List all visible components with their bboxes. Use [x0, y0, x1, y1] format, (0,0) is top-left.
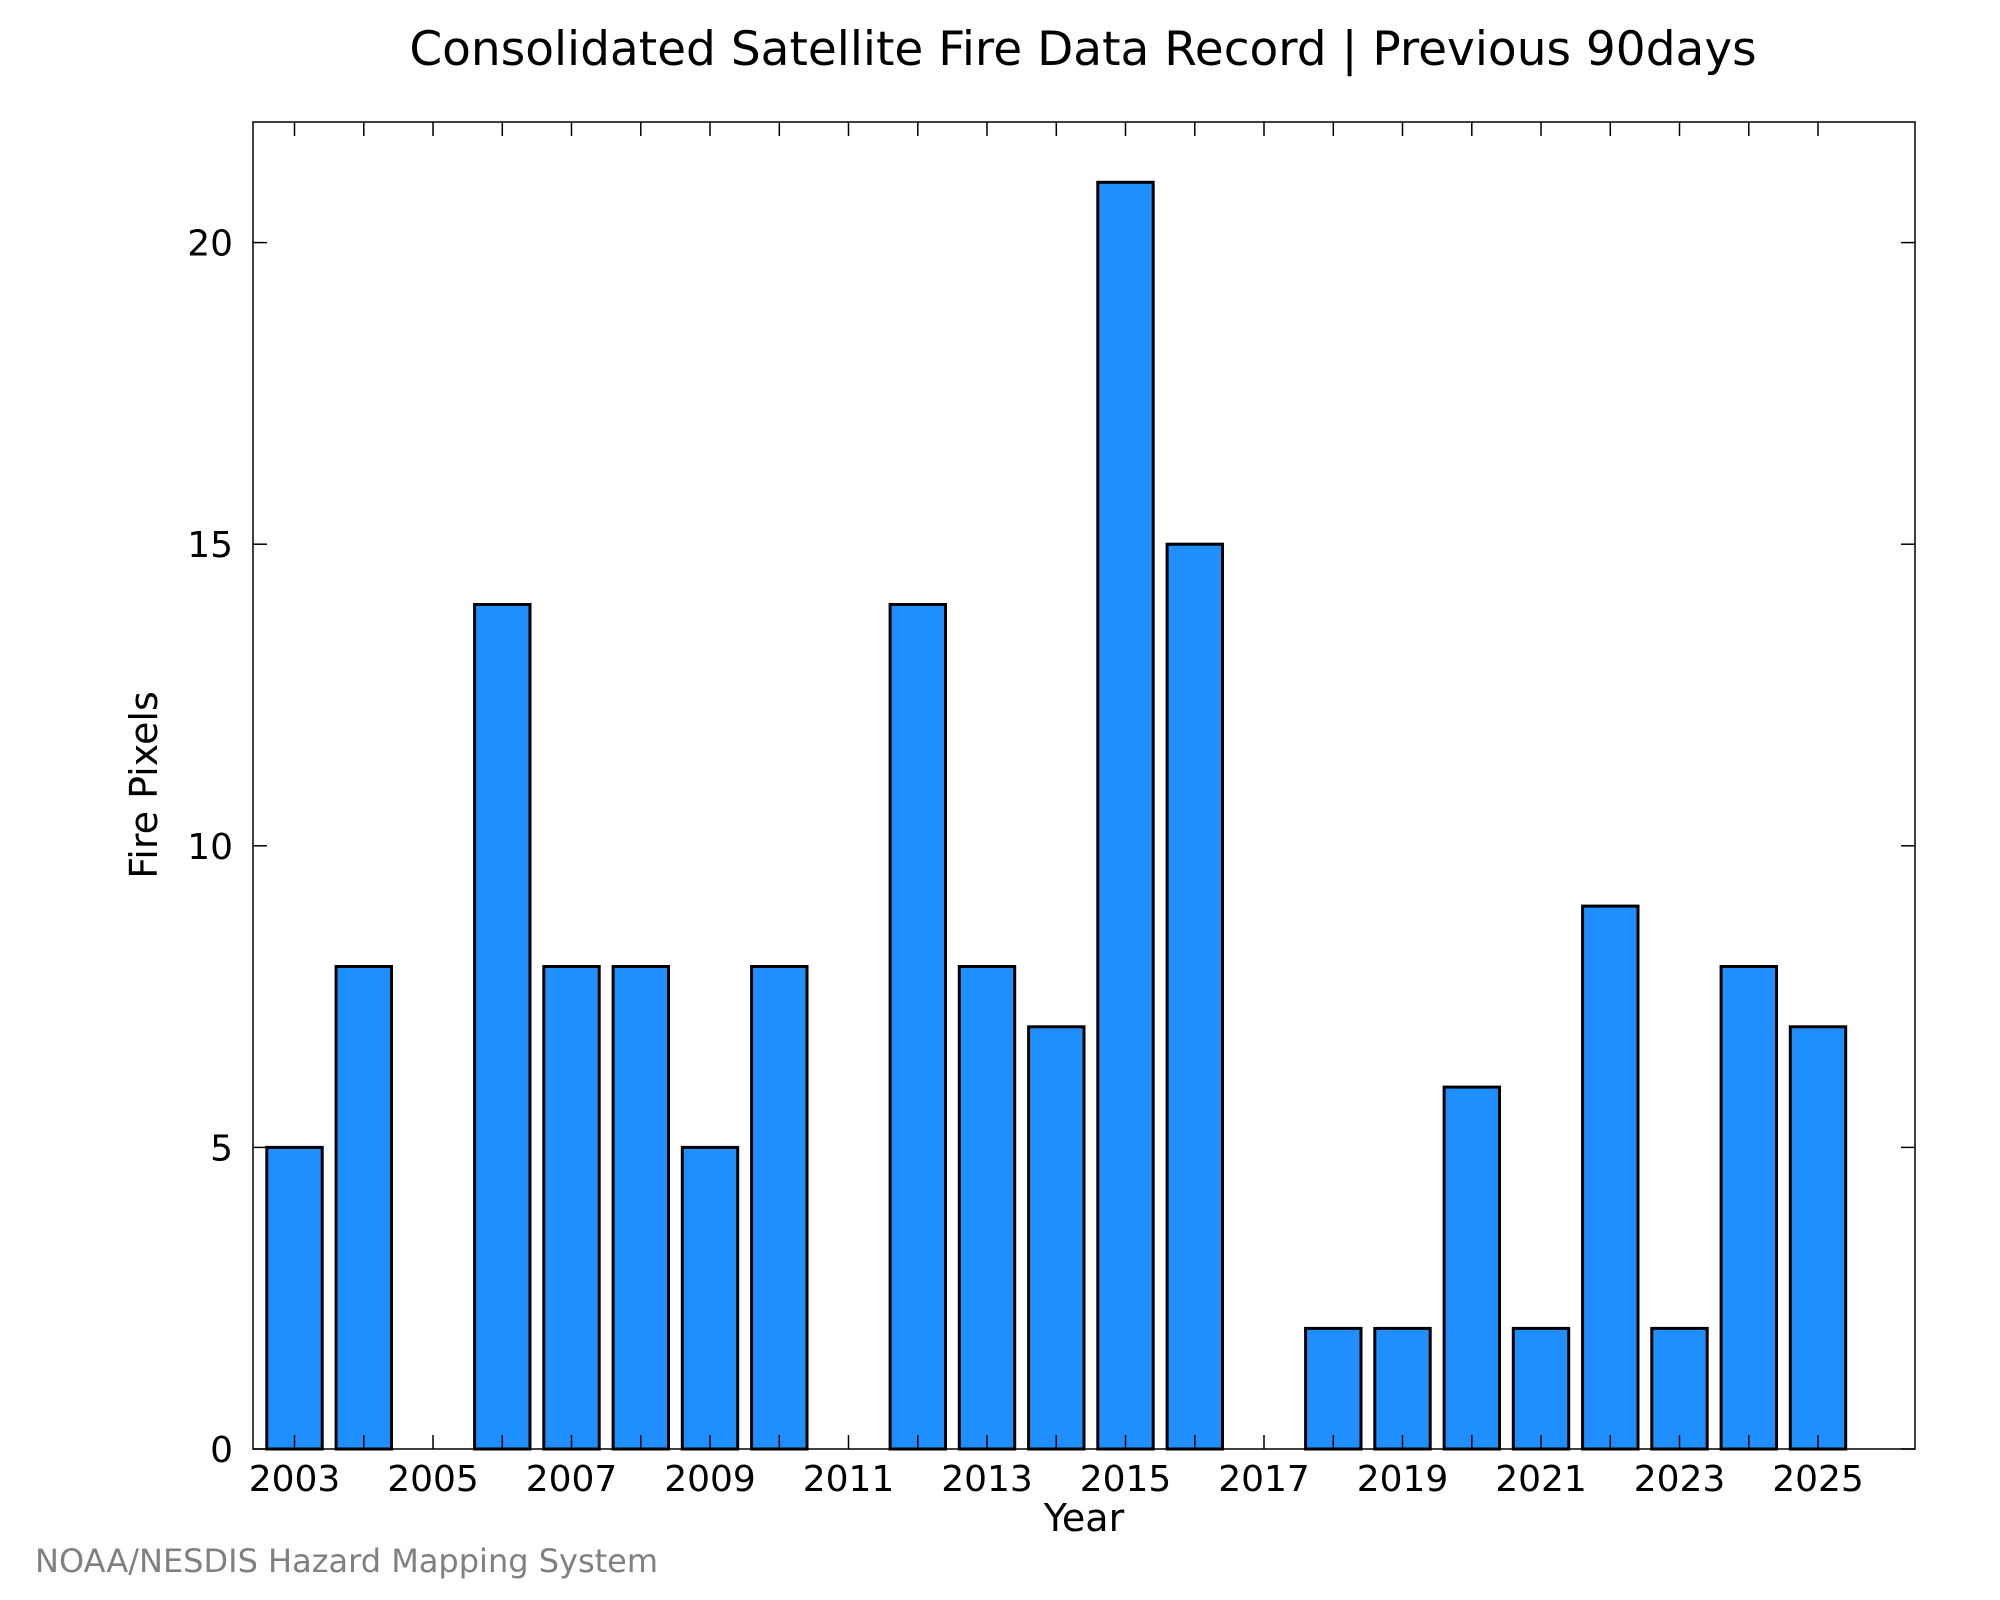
y-tick-label: 5 [210, 1128, 233, 1169]
bar-2016 [1165, 542, 1224, 1451]
x-tick-label: 2021 [1495, 1459, 1587, 1500]
bar-2012 [888, 603, 947, 1451]
x-tick-label: 2025 [1772, 1459, 1864, 1500]
bar-2010 [750, 965, 809, 1451]
bar-2018 [1304, 1326, 1363, 1451]
bar-2014 [1027, 1025, 1086, 1451]
bar-2009 [680, 1145, 740, 1451]
axis-ticks [253, 122, 1915, 1450]
bar-2015 [1096, 180, 1155, 1451]
bar-2024 [1719, 965, 1778, 1451]
x-tick-label: 2003 [249, 1459, 341, 1500]
source-credit: NOAA/NESDIS Hazard Mapping System [35, 1542, 658, 1580]
y-tick-label: 15 [187, 525, 233, 566]
x-tick-label: 2015 [1080, 1459, 1172, 1500]
bars [265, 180, 1848, 1451]
x-tick-label: 2023 [1634, 1459, 1726, 1500]
x-axis-label: Year [1043, 1496, 1125, 1540]
y-tick-labels: 0 5 10 15 20 [187, 224, 233, 1471]
bar-2023 [1650, 1326, 1709, 1451]
bar-2013 [957, 965, 1017, 1451]
bar-2022 [1581, 904, 1640, 1451]
bar-2020 [1442, 1085, 1501, 1451]
bar-2007 [542, 965, 601, 1451]
x-tick-label: 2007 [526, 1459, 618, 1500]
y-tick-label: 20 [187, 224, 233, 265]
x-tick-label: 2009 [664, 1459, 756, 1500]
x-tick-label: 2017 [1218, 1459, 1310, 1500]
chart-title: Consolidated Satellite Fire Data Record … [409, 22, 1756, 77]
bar-2021 [1511, 1326, 1571, 1451]
bar-2004 [334, 965, 394, 1451]
plot-frame [252, 121, 1916, 1450]
bar-2008 [611, 965, 670, 1451]
x-tick-label: 2013 [941, 1459, 1033, 1500]
bar-2003 [265, 1145, 324, 1451]
bar-2025 [1788, 1025, 1848, 1451]
bar-2006 [473, 603, 532, 1451]
x-tick-label: 2019 [1357, 1459, 1449, 1500]
y-tick-label: 10 [187, 827, 233, 868]
y-axis-label: Fire Pixels [122, 691, 166, 879]
x-tick-labels: 2003 2005 2007 2009 2011 2013 2015 2017 2019 2021… [249, 1459, 1864, 1500]
bar-2019 [1373, 1326, 1432, 1451]
y-tick-label: 0 [210, 1430, 233, 1471]
x-tick-label: 2011 [803, 1459, 895, 1500]
x-tick-label: 2005 [387, 1459, 479, 1500]
